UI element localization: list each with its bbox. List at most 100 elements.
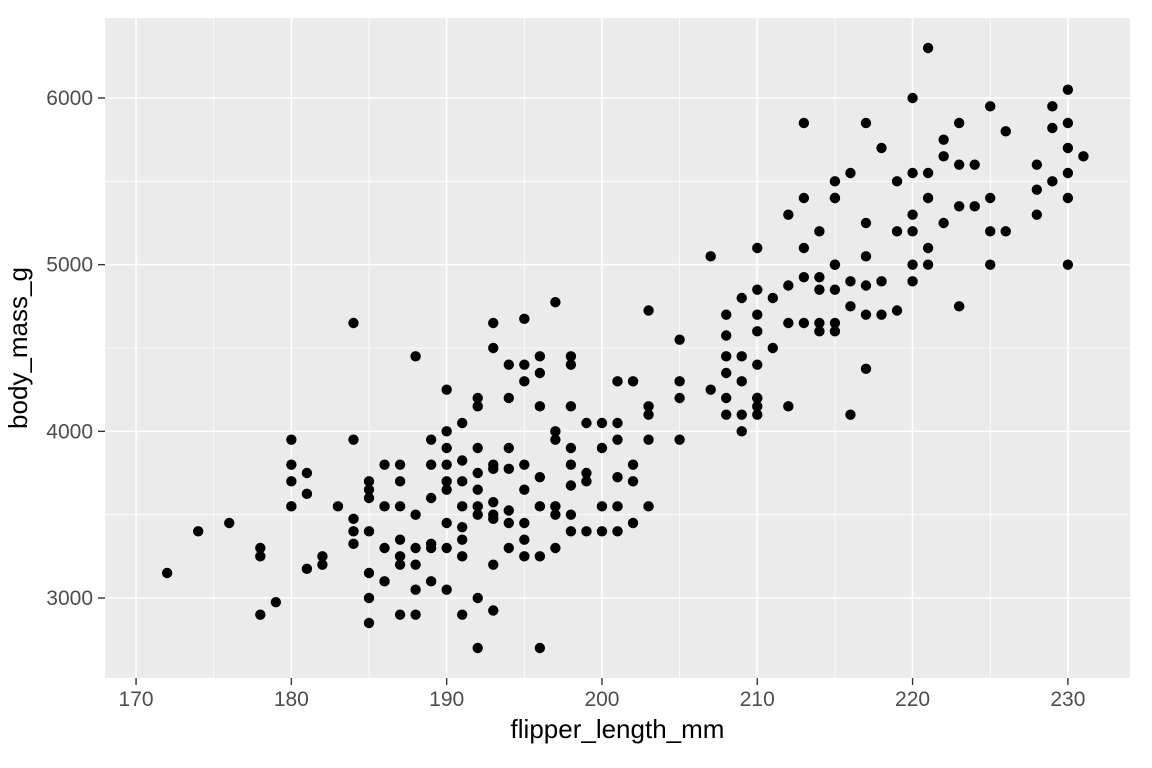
data-point <box>597 418 607 428</box>
data-point <box>783 280 793 290</box>
data-point <box>628 476 638 486</box>
x-tick-label: 200 <box>584 688 619 711</box>
data-point <box>519 484 529 494</box>
data-point <box>364 618 374 628</box>
data-point <box>1063 259 1073 269</box>
data-point <box>705 251 715 261</box>
data-point <box>473 593 483 603</box>
data-point <box>612 472 622 482</box>
x-tick-label: 190 <box>429 688 464 711</box>
data-point <box>985 226 995 236</box>
y-tick-label: 4000 <box>46 420 93 443</box>
data-point <box>845 301 855 311</box>
data-point <box>410 351 420 361</box>
data-point <box>597 501 607 511</box>
data-point <box>721 309 731 319</box>
data-point <box>954 118 964 128</box>
data-point <box>783 318 793 328</box>
data-point <box>224 518 234 528</box>
data-point <box>969 201 979 211</box>
data-point <box>271 597 281 607</box>
data-point <box>861 364 871 374</box>
data-point <box>845 276 855 286</box>
data-point <box>892 226 902 236</box>
data-point <box>1063 118 1073 128</box>
data-point <box>488 497 498 507</box>
data-point <box>1063 168 1073 178</box>
data-point <box>441 459 451 469</box>
x-tick-label: 210 <box>740 688 775 711</box>
data-point <box>612 526 622 536</box>
data-point <box>861 309 871 319</box>
y-axis-title: body_mass_g <box>3 267 33 429</box>
data-point <box>1047 176 1057 186</box>
y-tick-label: 3000 <box>46 587 93 610</box>
data-point <box>907 209 917 219</box>
data-point <box>550 501 560 511</box>
data-point <box>473 401 483 411</box>
data-point <box>504 359 514 369</box>
data-point <box>907 226 917 236</box>
data-point <box>488 605 498 615</box>
data-point <box>566 480 576 490</box>
data-point <box>612 501 622 511</box>
data-point <box>705 384 715 394</box>
data-point <box>612 434 622 444</box>
data-point <box>410 584 420 594</box>
data-point <box>892 305 902 315</box>
x-tick-label: 180 <box>274 688 309 711</box>
data-point <box>597 526 607 536</box>
data-point <box>861 218 871 228</box>
data-point <box>938 151 948 161</box>
x-tick-label: 220 <box>895 688 930 711</box>
data-point <box>550 297 560 307</box>
data-point <box>643 501 653 511</box>
data-point <box>830 318 840 328</box>
data-point <box>457 455 467 465</box>
data-point <box>286 434 296 444</box>
x-tick-label: 170 <box>119 688 154 711</box>
data-point <box>255 609 265 619</box>
data-point <box>395 534 405 544</box>
data-point <box>255 543 265 553</box>
data-point <box>550 426 560 436</box>
data-point <box>721 393 731 403</box>
data-point <box>364 593 374 603</box>
data-point <box>473 501 483 511</box>
data-point <box>674 334 684 344</box>
data-point <box>519 314 529 324</box>
data-point <box>473 468 483 478</box>
data-point <box>907 276 917 286</box>
data-point <box>783 401 793 411</box>
data-point <box>581 526 591 536</box>
data-point <box>488 464 498 474</box>
data-point <box>752 284 762 294</box>
data-point <box>1078 151 1088 161</box>
data-point <box>830 259 840 269</box>
data-point <box>302 489 312 499</box>
data-point <box>348 539 358 549</box>
data-point <box>1032 159 1042 169</box>
data-point <box>861 118 871 128</box>
data-point <box>938 134 948 144</box>
y-tick-label: 5000 <box>46 254 93 277</box>
data-point <box>737 351 747 361</box>
data-point <box>799 193 809 203</box>
data-point <box>923 193 933 203</box>
data-point <box>426 459 436 469</box>
scatter-chart: 1701801902002102202303000400050006000fli… <box>0 0 1152 768</box>
data-point <box>504 518 514 528</box>
data-point <box>302 564 312 574</box>
data-point <box>193 526 203 536</box>
data-point <box>1063 143 1073 153</box>
data-point <box>535 643 545 653</box>
data-point <box>379 459 389 469</box>
data-point <box>1047 123 1057 133</box>
data-point <box>737 426 747 436</box>
data-point <box>395 551 405 561</box>
data-point <box>286 476 296 486</box>
data-point <box>674 376 684 386</box>
data-point <box>302 468 312 478</box>
data-point <box>519 534 529 544</box>
data-point <box>426 576 436 586</box>
